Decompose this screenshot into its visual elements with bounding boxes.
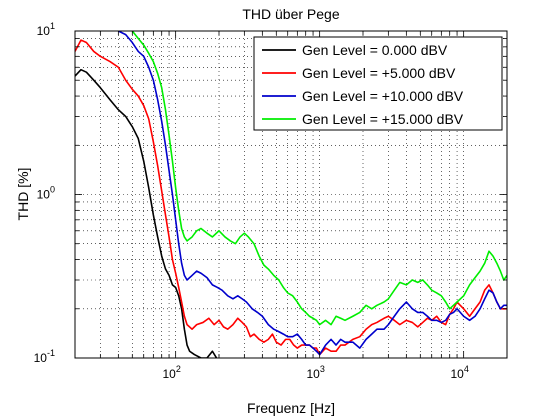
series-line-4 [131, 31, 507, 326]
x-tick-label: 103 [306, 364, 324, 381]
axis-ticks [74, 30, 508, 359]
y-axis-label: THD [%] [15, 168, 31, 221]
series-lines [75, 31, 507, 358]
legend-label-4: Gen Level = +15.000 dBV [302, 111, 464, 127]
x-axis-label: Frequenz [Hz] [247, 400, 335, 416]
legend-box [253, 36, 503, 131]
y-tick-label: 100 [37, 185, 55, 202]
y-tick-labels: 10-1 100 101 [34, 21, 55, 365]
series-line-1 [75, 68, 218, 358]
x-tick-labels: 102 103 104 [162, 364, 468, 381]
x-tick-label: 102 [162, 364, 180, 381]
legend-label-1: Gen Level = 0.000 dBV [302, 42, 448, 58]
chart-title: THD über Pege [242, 6, 339, 22]
legend-label-2: Gen Level = +5.000 dBV [302, 65, 456, 81]
legend: Gen Level = 0.000 dBV Gen Level = +5.000 … [253, 36, 503, 131]
legend-label-3: Gen Level = +10.000 dBV [302, 88, 464, 104]
x-tick-label: 104 [450, 364, 468, 381]
series-line-3 [117, 31, 507, 356]
y-tick-label: 10-1 [34, 348, 55, 365]
y-tick-label: 101 [37, 21, 55, 38]
